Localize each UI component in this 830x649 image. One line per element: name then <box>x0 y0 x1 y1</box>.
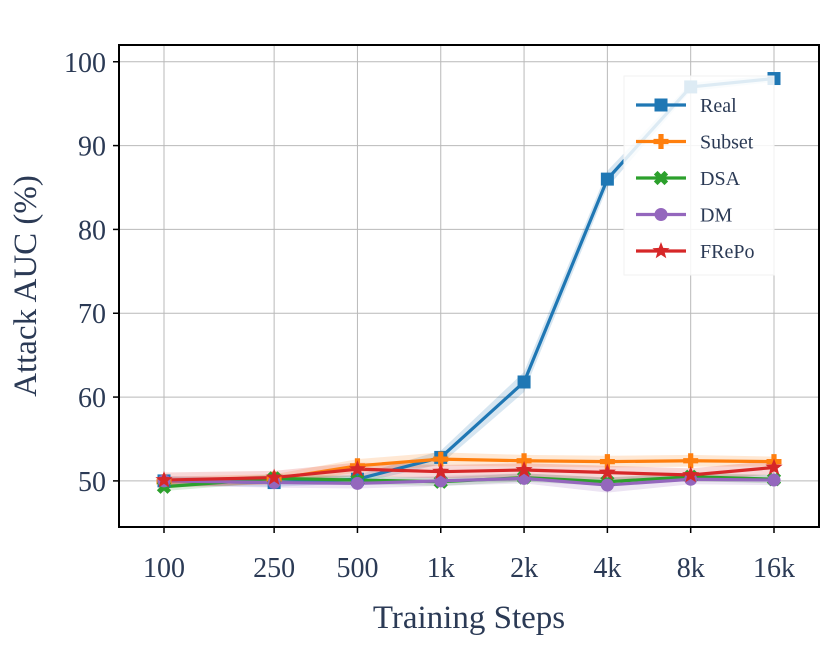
x-tick-label: 4k <box>593 553 621 584</box>
line-frepo <box>163 465 775 482</box>
legend-marker-real <box>654 98 668 112</box>
point-dm <box>350 476 364 490</box>
x-tick-label: 1k <box>427 553 455 584</box>
band-frepo <box>164 460 774 488</box>
point-subset <box>433 451 449 467</box>
y-axis-title: Attack AUC (%) <box>8 175 44 397</box>
point-frepo <box>348 460 366 477</box>
point-frepo <box>515 461 533 478</box>
point-subset <box>683 453 699 469</box>
plot-frame <box>118 44 820 528</box>
y-tick-label: 70 <box>78 299 106 330</box>
x-axis-title: Training Steps <box>373 600 565 636</box>
legend-label-dm: DM <box>700 205 732 227</box>
x-axis-ticks: 100 250 500 1k 2k 4k 8k 16k <box>143 527 795 584</box>
point-frepo <box>598 463 616 480</box>
point-real <box>600 172 614 186</box>
point-frepo <box>682 466 700 483</box>
legend-marker-dsa <box>653 170 669 186</box>
point-frepo <box>432 462 450 479</box>
y-tick-label: 60 <box>78 383 106 414</box>
point-frepo <box>155 471 173 488</box>
legend-marker-frepo <box>652 242 670 259</box>
x-tick-label: 100 <box>143 553 185 584</box>
point-frepo <box>765 458 783 475</box>
point-subset <box>516 453 532 469</box>
series-lines <box>163 76 775 489</box>
legend-box <box>623 75 775 276</box>
legend-label-frepo: FRePo <box>700 241 754 263</box>
legend-marker-subset <box>653 134 669 149</box>
point-dm <box>767 473 781 487</box>
y-tick-label: 100 <box>64 48 106 79</box>
legend-marker-dm <box>654 208 668 221</box>
point-frepo <box>265 468 283 485</box>
x-tick-label: 500 <box>336 553 378 584</box>
x-tick-label: 250 <box>253 553 295 584</box>
point-dm <box>600 478 614 492</box>
legend-label-subset: Subset <box>700 132 754 154</box>
legend: Real Subset DSA DM FRePo <box>623 75 775 276</box>
x-tick-label: 2k <box>510 553 538 584</box>
point-real <box>517 375 531 389</box>
point-subset <box>599 454 615 470</box>
point-dm <box>434 474 448 488</box>
y-tick-label: 90 <box>78 132 106 163</box>
x-tick-label: 16k <box>753 553 795 584</box>
y-tick-label: 80 <box>78 215 106 246</box>
y-tick-label: 50 <box>78 467 106 498</box>
x-tick-label: 8k <box>677 553 705 584</box>
legend-label-real: Real <box>700 95 737 117</box>
legend-label-dsa: DSA <box>700 168 741 190</box>
line-dm <box>163 476 775 487</box>
y-axis-ticks: 50 60 70 80 90 100 <box>64 48 119 498</box>
point-dm <box>517 471 531 485</box>
